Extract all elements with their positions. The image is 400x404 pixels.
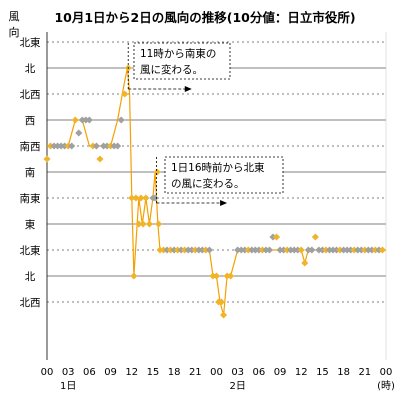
- x-tick-label: 21: [189, 367, 202, 378]
- x-sub-label: (時): [377, 380, 395, 392]
- data-point: [96, 155, 104, 163]
- data-point: [220, 311, 228, 319]
- data-point: [378, 246, 387, 254]
- annotation-text: 1日16時前から北東: [171, 161, 265, 174]
- x-tick-label: 18: [168, 367, 181, 378]
- data-point: [145, 220, 153, 228]
- data-point: [297, 246, 305, 254]
- annotation-box: [133, 42, 231, 80]
- data-point: [71, 116, 79, 124]
- data-point: [142, 194, 150, 202]
- y-tick-label: 北西: [20, 89, 41, 101]
- data-point: [217, 298, 225, 306]
- y-tick-label: 北: [25, 63, 36, 75]
- x-tick-label: 15: [147, 367, 160, 378]
- y-tick-label: 北東: [20, 244, 41, 257]
- data-point: [265, 246, 274, 254]
- x-tick-label: 21: [358, 367, 371, 378]
- x-sub-label: 1日: [60, 381, 76, 392]
- x-tick-label: 00: [380, 367, 393, 378]
- series-layer: [43, 64, 387, 319]
- gridlines: [46, 32, 387, 360]
- data-point: [272, 233, 281, 241]
- y-tick-label: 西: [25, 115, 36, 127]
- data-point: [132, 194, 140, 202]
- annotation-text: 風に変わる。: [140, 63, 203, 76]
- x-tick-label: 09: [274, 367, 287, 378]
- data-point: [153, 168, 161, 176]
- data-point: [212, 272, 221, 280]
- data-point: [75, 129, 83, 137]
- data-point: [92, 142, 100, 150]
- data-point: [114, 142, 122, 150]
- x-tick-label: 06: [253, 367, 266, 378]
- y-axis-label: 風向: [9, 10, 20, 39]
- data-point: [151, 194, 159, 202]
- data-point: [155, 220, 163, 228]
- x-tick-label: 03: [231, 367, 244, 378]
- data-point: [227, 272, 235, 280]
- data-point: [311, 233, 319, 241]
- data-point: [137, 194, 145, 202]
- x-tick-label: 06: [83, 367, 96, 378]
- y-axis-label-char: 風: [9, 10, 20, 23]
- data-point: [135, 220, 143, 228]
- y-axis-label-char: 向: [9, 25, 20, 39]
- annotation-text: 11時から南東の: [140, 47, 216, 60]
- data-point: [130, 272, 138, 280]
- x-axis-ticks: 00 03 06 09 12 15 18 21 00 03 06 09 12 15 18 21 00 1日 2日 (時…: [41, 367, 395, 392]
- x-tick-label: 12: [295, 367, 308, 378]
- data-point: [205, 246, 213, 254]
- data-point: [139, 220, 147, 228]
- x-tick-label: 00: [210, 367, 223, 378]
- y-tick-label: 東: [25, 218, 36, 231]
- data-point: [117, 116, 125, 124]
- data-point: [43, 155, 51, 163]
- x-tick-label: 09: [104, 367, 117, 378]
- data-point: [128, 194, 136, 202]
- x-tick-label: 12: [125, 367, 138, 378]
- y-tick-label: 南: [25, 166, 36, 179]
- data-point: [85, 116, 93, 124]
- y-tick-label: 北西: [20, 297, 41, 309]
- y-tick-label: 南西: [20, 140, 41, 153]
- x-tick-label: 15: [316, 367, 329, 378]
- chart-title: 10月1日から2日の風向の推移(10分値：日立市役所): [54, 10, 355, 25]
- y-tick-label: 北: [25, 271, 36, 283]
- data-point: [308, 246, 316, 254]
- annotation-box: [164, 156, 284, 194]
- x-tick-label: 18: [337, 367, 350, 378]
- annotation-arrow-head: [184, 86, 192, 92]
- x-tick-label: 03: [62, 367, 75, 378]
- annotation-text: の風に変わる。: [171, 177, 245, 190]
- x-sub-label: 2日: [230, 381, 246, 392]
- y-tick-label: 北東: [20, 36, 41, 49]
- data-point: [121, 90, 129, 98]
- data-point: [301, 259, 309, 267]
- data-point: [68, 142, 76, 150]
- x-tick-label: 00: [41, 367, 54, 378]
- y-tick-label: 南東: [20, 192, 41, 205]
- annotation-arrow-head: [220, 200, 228, 206]
